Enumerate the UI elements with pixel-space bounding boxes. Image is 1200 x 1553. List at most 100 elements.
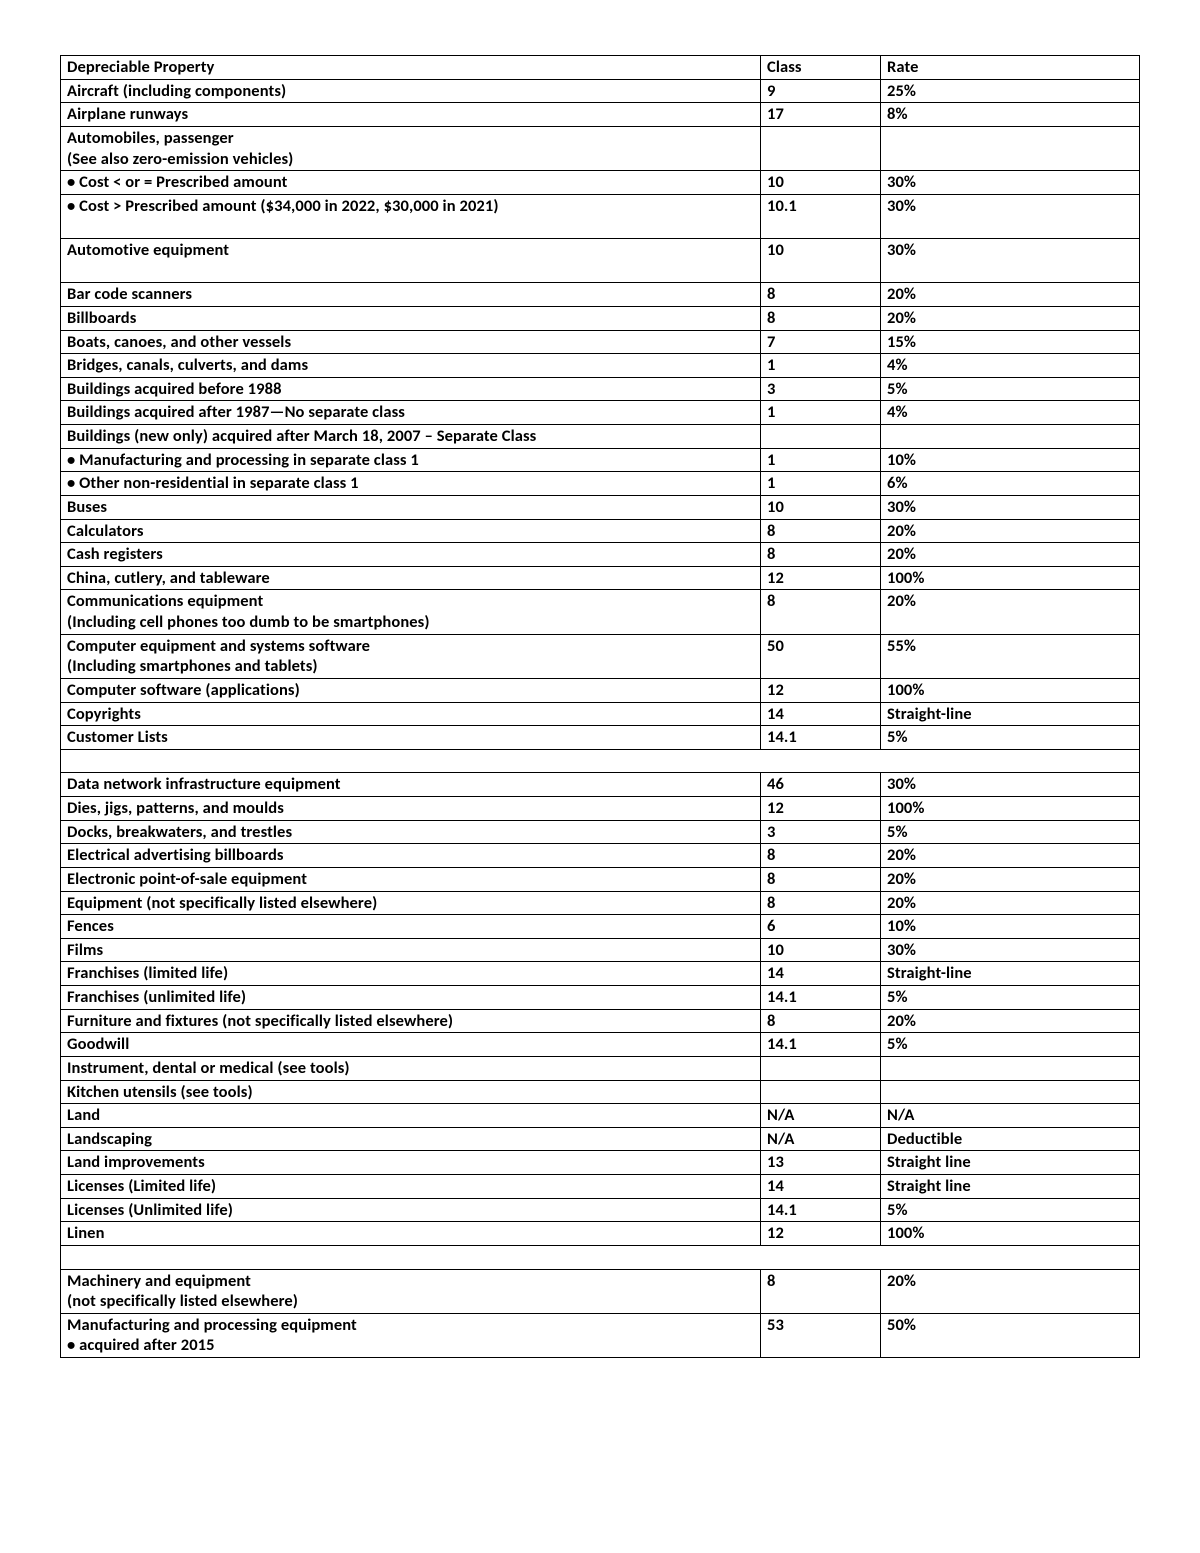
table-row: Furniture and fixtures (not specifically… [61, 1009, 1140, 1033]
property-cell: • Other non-residential in separate clas… [61, 472, 761, 496]
rate-cell: 30% [881, 938, 1140, 962]
rate-cell: Rate [881, 56, 1140, 80]
rate-cell: 20% [881, 283, 1140, 307]
property-cell: Copyrights [61, 702, 761, 726]
property-cell: Buildings acquired after 1987—No separat… [61, 401, 761, 425]
class-cell: 12 [761, 1222, 881, 1246]
class-cell: 8 [761, 519, 881, 543]
class-cell [761, 126, 881, 170]
property-cell: China, cutlery, and tableware [61, 566, 761, 590]
rate-cell: Straight line [881, 1151, 1140, 1175]
class-cell [761, 425, 881, 449]
property-cell: Land [61, 1104, 761, 1128]
table-row: Buildings acquired before 198835% [61, 377, 1140, 401]
property-cell: Buildings (new only) acquired after Marc… [61, 425, 761, 449]
rate-cell [881, 1080, 1140, 1104]
rate-cell: 5% [881, 1198, 1140, 1222]
table-row: Automobiles, passenger (See also zero-em… [61, 126, 1140, 170]
table-row: Instrument, dental or medical (see tools… [61, 1056, 1140, 1080]
table-row: Aircraft (including components)925% [61, 79, 1140, 103]
class-cell: 14.1 [761, 1033, 881, 1057]
property-cell: Automobiles, passenger (See also zero-em… [61, 126, 761, 170]
property-cell: Airplane runways [61, 103, 761, 127]
class-cell: 10 [761, 938, 881, 962]
rate-cell: 55% [881, 634, 1140, 678]
property-cell: Films [61, 938, 761, 962]
property-cell: Buses [61, 495, 761, 519]
property-cell: Franchises (unlimited life) [61, 986, 761, 1010]
property-cell: Aircraft (including components) [61, 79, 761, 103]
property-cell: • Cost < or = Prescribed amount [61, 171, 761, 195]
table-row: Docks, breakwaters, and trestles35% [61, 820, 1140, 844]
rate-cell: 50% [881, 1313, 1140, 1357]
class-cell: 1 [761, 354, 881, 378]
class-cell: 3 [761, 377, 881, 401]
rate-cell: 10% [881, 448, 1140, 472]
table-row [61, 1245, 1140, 1269]
table-row: Buses1030% [61, 495, 1140, 519]
property-cell: Depreciable Property [61, 56, 761, 80]
property-cell: Linen [61, 1222, 761, 1246]
property-cell: Billboards [61, 306, 761, 330]
table-row: Calculators820% [61, 519, 1140, 543]
table-row: Depreciable PropertyClassRate [61, 56, 1140, 80]
rate-cell: 8% [881, 103, 1140, 127]
table-body: Depreciable PropertyClassRateAircraft (i… [61, 56, 1140, 1358]
rate-cell: 100% [881, 797, 1140, 821]
table-row: Licenses (Unlimited life)14.15% [61, 1198, 1140, 1222]
property-cell: Land improvements [61, 1151, 761, 1175]
rate-cell: 20% [881, 844, 1140, 868]
class-cell: 8 [761, 283, 881, 307]
table-row: Franchises (unlimited life)14.15% [61, 986, 1140, 1010]
table-row [61, 749, 1140, 773]
property-cell: Goodwill [61, 1033, 761, 1057]
table-row: Manufacturing and processing equipment •… [61, 1313, 1140, 1357]
class-cell: 8 [761, 1009, 881, 1033]
property-cell: Fences [61, 915, 761, 939]
property-cell: Data network infrastructure equipment [61, 773, 761, 797]
rate-cell: 20% [881, 590, 1140, 634]
rate-cell: 30% [881, 239, 1140, 283]
table-row: Goodwill14.15% [61, 1033, 1140, 1057]
class-cell: 8 [761, 844, 881, 868]
class-cell [761, 1080, 881, 1104]
property-cell: Calculators [61, 519, 761, 543]
rate-cell: 20% [881, 867, 1140, 891]
rate-cell: 4% [881, 401, 1140, 425]
property-cell: Equipment (not specifically listed elsew… [61, 891, 761, 915]
class-cell: 17 [761, 103, 881, 127]
table-row: Buildings (new only) acquired after Marc… [61, 425, 1140, 449]
rate-cell [881, 126, 1140, 170]
property-cell: Machinery and equipment (not specificall… [61, 1269, 761, 1313]
table-row: Computer equipment and systems software … [61, 634, 1140, 678]
rate-cell: 20% [881, 543, 1140, 567]
class-cell: 3 [761, 820, 881, 844]
blank-cell [61, 749, 1140, 773]
class-cell: 12 [761, 566, 881, 590]
class-cell: Class [761, 56, 881, 80]
class-cell: 12 [761, 678, 881, 702]
table-row: Automotive equipment 1030% [61, 239, 1140, 283]
property-cell: Docks, breakwaters, and trestles [61, 820, 761, 844]
class-cell: 8 [761, 1269, 881, 1313]
table-row: Buildings acquired after 1987—No separat… [61, 401, 1140, 425]
class-cell: 8 [761, 867, 881, 891]
table-row: Bridges, canals, culverts, and dams14% [61, 354, 1140, 378]
rate-cell: 100% [881, 1222, 1140, 1246]
class-cell: 8 [761, 891, 881, 915]
table-row: Copyrights14Straight-line [61, 702, 1140, 726]
rate-cell: 20% [881, 1009, 1140, 1033]
rate-cell: 20% [881, 891, 1140, 915]
property-cell: Licenses (Unlimited life) [61, 1198, 761, 1222]
rate-cell: 100% [881, 678, 1140, 702]
property-cell: Boats, canoes, and other vessels [61, 330, 761, 354]
property-cell: Computer equipment and systems software … [61, 634, 761, 678]
rate-cell: 20% [881, 306, 1140, 330]
rate-cell: 30% [881, 773, 1140, 797]
rate-cell: Straight line [881, 1175, 1140, 1199]
table-row: Cash registers820% [61, 543, 1140, 567]
rate-cell: 30% [881, 495, 1140, 519]
property-cell: Electronic point-of-sale equipment [61, 867, 761, 891]
class-cell: 8 [761, 590, 881, 634]
rate-cell: Straight-line [881, 702, 1140, 726]
